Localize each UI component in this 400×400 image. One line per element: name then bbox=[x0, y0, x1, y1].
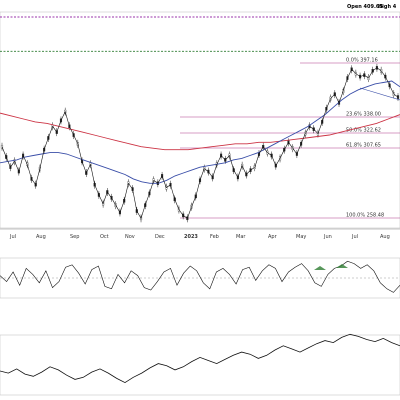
x-tick-label: Jul bbox=[351, 234, 358, 240]
fib-label: 0.0% 397.16 bbox=[346, 58, 378, 64]
x-tick-label: Mar bbox=[236, 234, 246, 240]
high-price-label: High 4 bbox=[378, 4, 397, 10]
x-tick-label: Apr bbox=[268, 234, 278, 240]
x-tick-label: Dec bbox=[155, 234, 165, 240]
fib-label: 23.6% 338.00 bbox=[346, 112, 381, 118]
x-tick-label: Aug bbox=[36, 234, 46, 240]
price-close-line bbox=[1, 67, 399, 220]
x-tick-label: May bbox=[296, 234, 306, 240]
x-tick-label: Nov bbox=[125, 234, 135, 240]
ratio-line bbox=[0, 333, 400, 384]
momentum-overbought-fill bbox=[336, 264, 348, 268]
momentum-panel bbox=[0, 257, 400, 299]
x-tick-label: Aug bbox=[380, 234, 390, 240]
price-panel: 0.0% 397.16 23.6% 338.00 50.0% 322.62 61.8%… bbox=[0, 11, 400, 229]
open-price-label: Open 409.65 bbox=[347, 4, 383, 10]
x-tick-label: Oct bbox=[100, 234, 109, 240]
x-tick-label: Sep bbox=[70, 234, 79, 240]
fib-label: 100.0% 258.48 bbox=[346, 213, 384, 219]
ratio-panel bbox=[0, 333, 400, 396]
x-tick-label: Feb bbox=[210, 234, 219, 240]
trendline bbox=[359, 87, 400, 101]
moving-average-red bbox=[0, 112, 400, 151]
momentum-overbought-fill bbox=[314, 266, 326, 270]
x-tick-label: Jul bbox=[9, 234, 16, 240]
x-tick-label: Jun bbox=[323, 234, 332, 240]
moving-average-blue bbox=[0, 80, 400, 184]
fib-label: 61.8% 307.65 bbox=[346, 143, 381, 149]
fib-label: 50.0% 322.62 bbox=[346, 128, 381, 134]
x-axis: Jul Aug Sep Oct Nov Dec 2023 Feb Mar Apr May Jun Jul… bbox=[0, 228, 400, 240]
x-tick-label: 2023 bbox=[184, 234, 198, 240]
momentum-line bbox=[0, 260, 400, 293]
